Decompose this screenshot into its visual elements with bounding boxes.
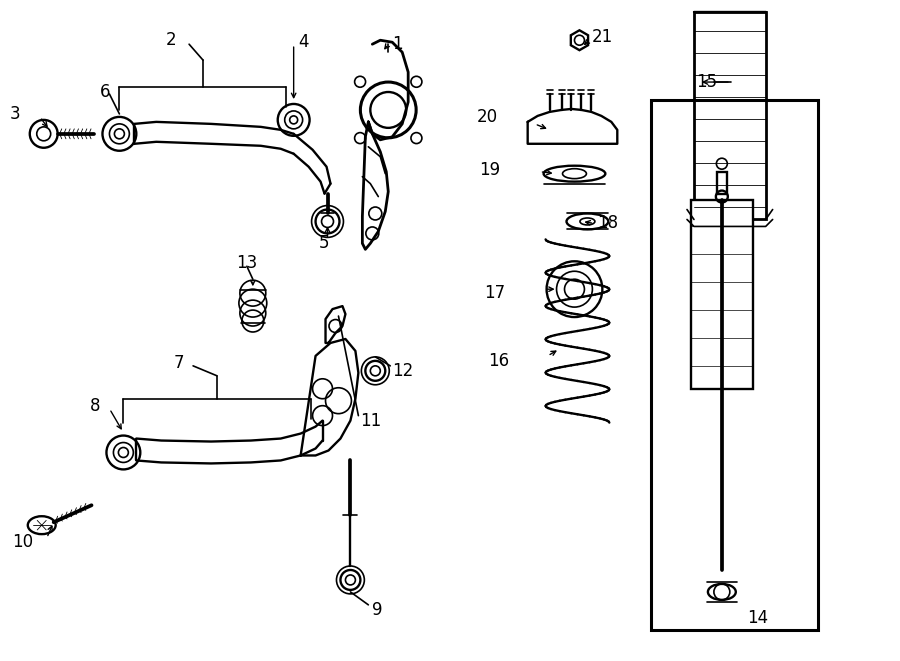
Text: 7: 7 bbox=[173, 354, 184, 372]
Bar bbox=[652, 100, 818, 630]
Bar bbox=[691, 200, 752, 389]
Text: 2: 2 bbox=[166, 31, 176, 49]
Text: 11: 11 bbox=[360, 412, 382, 430]
Text: 3: 3 bbox=[10, 105, 21, 123]
Text: 20: 20 bbox=[477, 108, 498, 126]
Text: 17: 17 bbox=[483, 284, 505, 302]
Text: 13: 13 bbox=[236, 254, 257, 272]
Text: 5: 5 bbox=[319, 235, 329, 253]
Text: 12: 12 bbox=[392, 362, 413, 380]
Text: 1: 1 bbox=[392, 35, 403, 53]
Text: 8: 8 bbox=[89, 397, 100, 414]
Text: 18: 18 bbox=[598, 214, 618, 233]
Text: 4: 4 bbox=[299, 33, 309, 51]
Text: 6: 6 bbox=[100, 83, 110, 101]
Text: 16: 16 bbox=[489, 352, 509, 370]
Polygon shape bbox=[527, 109, 617, 144]
Bar bbox=[717, 172, 727, 194]
Text: 19: 19 bbox=[479, 161, 500, 178]
Text: 9: 9 bbox=[373, 601, 382, 619]
Text: 21: 21 bbox=[591, 28, 613, 46]
Bar bbox=[694, 13, 766, 219]
Text: 14: 14 bbox=[747, 609, 768, 627]
Text: 10: 10 bbox=[12, 533, 33, 551]
Text: 15: 15 bbox=[696, 73, 717, 91]
